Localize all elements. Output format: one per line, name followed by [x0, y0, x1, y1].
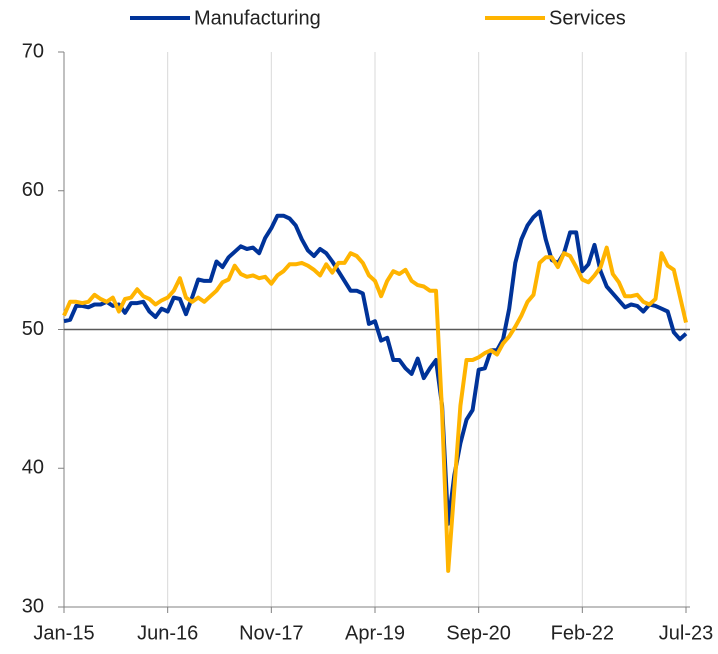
- x-tick-label: Sep-20: [446, 622, 511, 644]
- series-line: [63, 209, 688, 526]
- x-tick-label: Jun-16: [137, 622, 198, 644]
- series-line: [62, 245, 688, 573]
- y-tick-label: 50: [22, 318, 44, 340]
- y-tick-label: 70: [22, 40, 44, 62]
- x-tick-label: Feb-22: [551, 622, 614, 644]
- legend-label: Manufacturing: [194, 7, 321, 29]
- legend-label: Services: [549, 7, 626, 29]
- y-tick-label: 60: [22, 179, 44, 201]
- y-tick-label: 40: [22, 457, 44, 479]
- x-tick-label: Jan-15: [33, 622, 94, 644]
- y-tick-label: 30: [22, 595, 44, 617]
- x-tick-label: Apr-19: [345, 622, 405, 644]
- x-tick-label: Nov-17: [239, 622, 303, 644]
- x-tick-label: Jul-23: [659, 622, 713, 644]
